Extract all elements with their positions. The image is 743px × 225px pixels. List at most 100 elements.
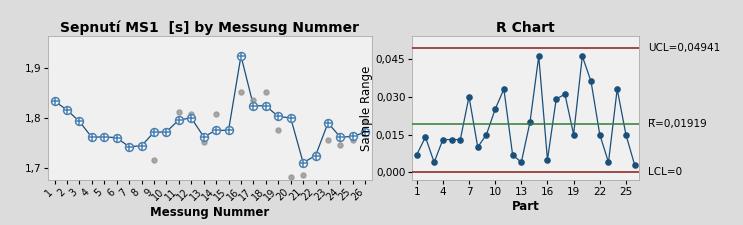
Point	[247, 98, 259, 102]
Point	[173, 111, 185, 114]
Point	[198, 135, 210, 139]
Point	[489, 108, 501, 111]
Point	[347, 135, 359, 138]
Point	[446, 138, 458, 141]
Text: UCL=0,04941: UCL=0,04941	[648, 43, 720, 53]
Point	[334, 135, 346, 139]
Point	[411, 153, 423, 157]
Point	[620, 133, 632, 136]
Point	[611, 87, 623, 91]
Point	[594, 133, 606, 136]
Point	[160, 130, 172, 134]
Point	[347, 135, 359, 138]
Point	[310, 154, 322, 157]
Point	[48, 99, 60, 103]
Point	[285, 175, 296, 179]
Point	[210, 112, 222, 116]
Point	[322, 121, 334, 125]
Point	[86, 135, 98, 139]
Point	[247, 104, 259, 107]
Point	[463, 95, 475, 98]
Point	[74, 120, 85, 123]
Point	[568, 133, 580, 136]
Point	[148, 130, 160, 134]
Point	[603, 160, 614, 164]
Point	[223, 128, 235, 132]
Point	[420, 135, 432, 139]
Point	[360, 120, 372, 123]
Point	[585, 80, 597, 83]
Point	[360, 130, 372, 134]
Point	[297, 161, 309, 164]
Point	[135, 144, 147, 148]
Point	[577, 54, 588, 58]
Point	[542, 158, 554, 162]
Point	[160, 130, 172, 134]
Point	[334, 144, 346, 147]
Point	[533, 54, 545, 58]
Point	[481, 133, 493, 136]
Point	[98, 135, 110, 139]
Title: Sepnutí MS1  [s] by Messung Nummer: Sepnutí MS1 [s] by Messung Nummer	[60, 20, 360, 35]
Point	[61, 108, 73, 112]
Text: R̅=0,01919: R̅=0,01919	[648, 119, 707, 129]
Point	[74, 120, 85, 123]
Point	[135, 144, 147, 148]
Point	[347, 138, 359, 142]
Y-axis label: Sample Range: Sample Range	[360, 65, 373, 151]
Point	[61, 108, 73, 112]
Point	[235, 90, 247, 94]
Point	[235, 54, 247, 58]
Point	[260, 90, 272, 93]
Point	[551, 97, 562, 101]
Point	[111, 136, 123, 140]
Point	[148, 130, 160, 134]
Point	[310, 152, 322, 156]
Point	[210, 128, 222, 132]
Point	[273, 115, 285, 118]
Point	[173, 118, 185, 122]
Point	[247, 104, 259, 107]
Point	[285, 116, 296, 120]
Point	[428, 160, 440, 164]
Text: LCL=0: LCL=0	[648, 167, 682, 178]
Point	[185, 116, 197, 120]
Point	[198, 135, 210, 139]
Point	[173, 118, 185, 122]
Point	[455, 138, 467, 141]
Point	[148, 158, 160, 162]
Point	[559, 92, 571, 96]
Point	[334, 135, 346, 139]
Point	[297, 173, 309, 176]
Point	[524, 120, 536, 124]
Point	[472, 145, 484, 149]
Point	[285, 116, 296, 120]
Point	[273, 128, 285, 132]
Point	[210, 128, 222, 132]
Point	[310, 154, 322, 157]
Point	[629, 163, 640, 167]
Point	[322, 121, 334, 125]
Point	[111, 136, 123, 140]
Point	[86, 135, 98, 139]
Point	[360, 130, 372, 134]
Point	[198, 140, 210, 144]
Point	[48, 99, 60, 103]
Point	[185, 112, 197, 116]
Point	[223, 128, 235, 132]
Point	[437, 138, 449, 141]
Title: R Chart: R Chart	[496, 21, 555, 35]
Point	[273, 115, 285, 118]
Point	[98, 135, 110, 139]
Point	[260, 104, 272, 108]
Point	[123, 145, 135, 148]
Point	[297, 161, 309, 164]
X-axis label: Part: Part	[512, 200, 539, 213]
Point	[516, 160, 528, 164]
Point	[260, 104, 272, 108]
Point	[235, 54, 247, 58]
Point	[322, 138, 334, 142]
Point	[507, 153, 519, 157]
Point	[123, 145, 135, 148]
Point	[498, 87, 510, 91]
